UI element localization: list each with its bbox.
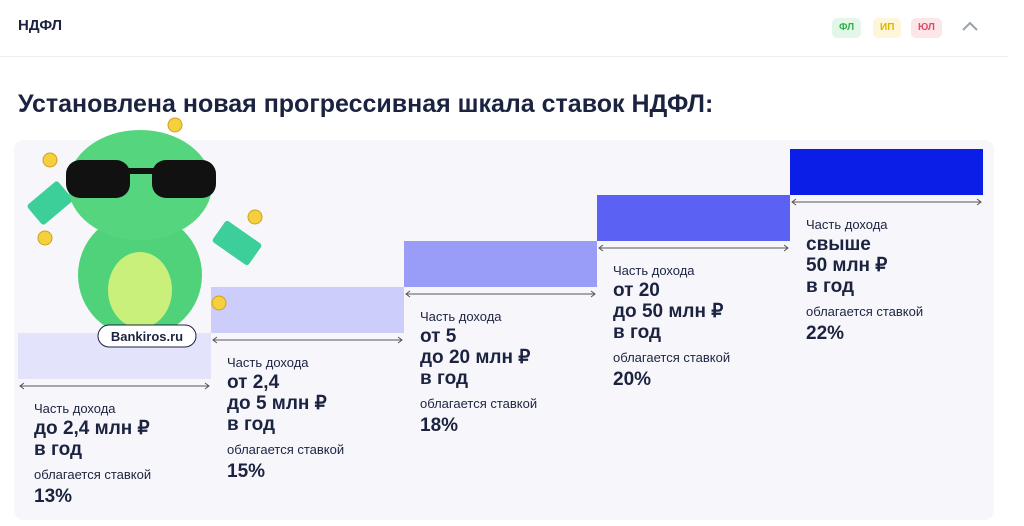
arrow-head bbox=[783, 244, 789, 252]
caption: Часть дохода bbox=[34, 401, 116, 416]
arrow-head bbox=[397, 336, 403, 344]
step-text: Часть дохода от 5 до 20 млн ₽ в год облагает… bbox=[420, 308, 600, 437]
mascot-head bbox=[68, 130, 212, 240]
cash bbox=[212, 220, 262, 266]
caption: Часть дохода bbox=[806, 217, 888, 232]
coin bbox=[211, 295, 227, 311]
amount-line: до 20 млн ₽ bbox=[420, 347, 531, 368]
note: облагается ставкой bbox=[34, 467, 152, 482]
step-block bbox=[404, 241, 597, 287]
rate: 15% bbox=[227, 461, 266, 482]
collapse-chevron[interactable] bbox=[960, 18, 980, 34]
note: облагается ставкой bbox=[613, 350, 731, 365]
note: облагается ставкой bbox=[420, 396, 538, 411]
arrow-head bbox=[791, 198, 797, 206]
amount-line: в год bbox=[806, 276, 855, 297]
step-text: Часть дохода от 20 до 50 млн ₽ в год облагае… bbox=[613, 262, 793, 391]
amount-line: в год bbox=[613, 322, 662, 343]
step-block bbox=[790, 149, 983, 195]
rate: 18% bbox=[420, 415, 459, 436]
sunglasses-bridge bbox=[126, 168, 156, 174]
step-block bbox=[597, 195, 790, 241]
note: облагается ставкой bbox=[806, 304, 924, 319]
cash bbox=[27, 181, 73, 225]
mascot-belly bbox=[108, 252, 172, 328]
amount-line: в год bbox=[34, 439, 83, 460]
amount-line: до 2,4 млн ₽ bbox=[34, 418, 150, 439]
amount-line: от 20 bbox=[613, 280, 660, 301]
step-text: Часть дохода до 2,4 млн ₽ в год облагается … bbox=[34, 400, 214, 508]
rate: 20% bbox=[613, 369, 652, 390]
coin bbox=[37, 230, 53, 246]
amount-line: в год bbox=[227, 414, 276, 435]
amount-line: от 5 bbox=[420, 326, 457, 347]
badge[interactable]: ЮЛ bbox=[911, 18, 942, 38]
sunglasses bbox=[66, 160, 130, 198]
watermark-bg bbox=[97, 324, 197, 348]
coin bbox=[42, 152, 58, 168]
arrow-head bbox=[405, 290, 411, 298]
arrow-head bbox=[204, 382, 210, 390]
coin bbox=[247, 209, 263, 225]
badge[interactable]: ФЛ bbox=[832, 18, 862, 38]
caption: Часть дохода bbox=[227, 355, 309, 370]
arrow-head bbox=[598, 244, 604, 252]
amount-line: до 5 млн ₽ bbox=[227, 393, 327, 414]
header-title: НДФЛ bbox=[18, 17, 63, 34]
arrow-head bbox=[19, 382, 25, 390]
heading: Установлена новая прогрессивная шкала ст… bbox=[18, 90, 714, 118]
arrow-head bbox=[976, 198, 982, 206]
header: НДФЛ ФЛ ИП ЮЛ bbox=[0, 0, 1008, 57]
mascot: Bankiros.ru bbox=[27, 117, 263, 348]
coin bbox=[167, 117, 183, 133]
amount-line: 50 млн ₽ bbox=[806, 255, 888, 276]
caption: Часть дохода bbox=[420, 309, 502, 324]
arrow-head bbox=[212, 336, 218, 344]
step-text: Часть дохода от 2,4 до 5 млн ₽ в год облагае… bbox=[227, 354, 407, 483]
amount-line: до 50 млн ₽ bbox=[613, 301, 724, 322]
amount-line: от 2,4 bbox=[227, 372, 280, 393]
amount-line: свыше bbox=[806, 234, 871, 255]
watermark: Bankiros.ru bbox=[111, 329, 183, 344]
step-block bbox=[211, 287, 404, 333]
caption: Часть дохода bbox=[613, 263, 695, 278]
sunglasses bbox=[152, 160, 216, 198]
arrow-head bbox=[590, 290, 596, 298]
rate: 22% bbox=[806, 323, 845, 344]
rate: 13% bbox=[34, 486, 73, 507]
badge[interactable]: ИП bbox=[873, 18, 902, 38]
note: облагается ставкой bbox=[227, 442, 345, 457]
step-text: Часть дохода свыше 50 млн ₽ в год облагается… bbox=[806, 216, 986, 345]
amount-line: в год bbox=[420, 368, 469, 389]
